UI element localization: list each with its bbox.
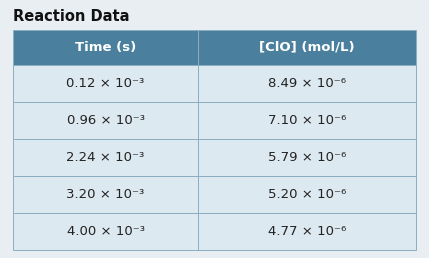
Text: 0.12 × 10⁻³: 0.12 × 10⁻³ [66, 77, 145, 90]
Bar [13, 139, 416, 176]
Text: 2.24 × 10⁻³: 2.24 × 10⁻³ [66, 151, 145, 164]
Text: 4.00 × 10⁻³: 4.00 × 10⁻³ [66, 225, 145, 238]
Bar [13, 176, 416, 213]
Text: 3.20 × 10⁻³: 3.20 × 10⁻³ [66, 188, 145, 201]
Bar [13, 102, 416, 139]
Text: 8.49 × 10⁻⁶: 8.49 × 10⁻⁶ [268, 77, 346, 90]
Text: 5.79 × 10⁻⁶: 5.79 × 10⁻⁶ [268, 151, 346, 164]
Text: 0.96 × 10⁻³: 0.96 × 10⁻³ [66, 114, 145, 127]
Bar [13, 30, 416, 64]
Text: 7.10 × 10⁻⁶: 7.10 × 10⁻⁶ [268, 114, 346, 127]
Text: 5.20 × 10⁻⁶: 5.20 × 10⁻⁶ [268, 188, 346, 201]
Bar [13, 64, 416, 102]
Text: 4.77 × 10⁻⁶: 4.77 × 10⁻⁶ [268, 225, 346, 238]
Text: Time (s): Time (s) [75, 41, 136, 54]
Text: Reaction Data: Reaction Data [13, 9, 130, 24]
Text: [ClO] (mol/L): [ClO] (mol/L) [260, 41, 355, 54]
Bar [13, 213, 416, 250]
